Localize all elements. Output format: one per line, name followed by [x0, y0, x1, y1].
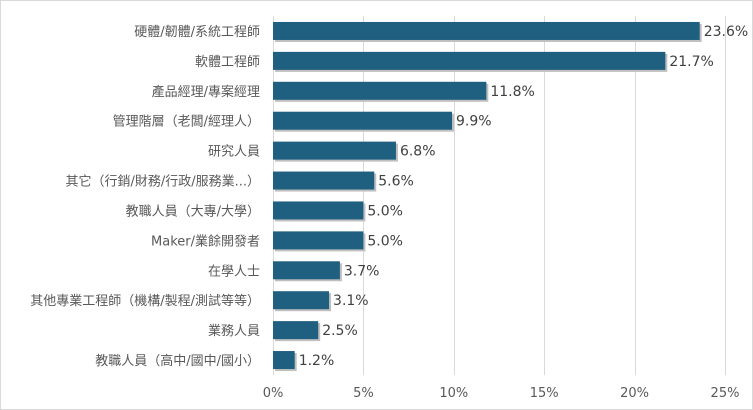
x-tick-label: 0% [263, 386, 284, 401]
bar [273, 171, 375, 190]
bar [273, 231, 364, 250]
value-label: 5.0% [367, 233, 403, 249]
category-label: 軟體工程師 [195, 54, 260, 70]
x-tick-label: 25% [711, 386, 740, 401]
bar [273, 351, 295, 370]
category-label: 教職人員（高中/國中/國小） [95, 353, 260, 369]
bar [273, 21, 700, 40]
category-label: 硬體/韌體/系統工程師 [134, 25, 260, 40]
bar [273, 81, 487, 100]
value-label: 1.2% [299, 353, 335, 369]
category-label: 管理階層（老闆/經理人） [113, 115, 260, 130]
bar [273, 321, 319, 340]
bar [273, 111, 452, 130]
value-label: 6.8% [400, 144, 436, 160]
value-label: 2.5% [322, 323, 358, 339]
category-label: 產品經理/專案經理 [152, 84, 260, 100]
category-label: 在學人士 [208, 264, 260, 279]
x-axis-tick-labels: 0% 5% 10% 15% 20% 25% [263, 386, 740, 401]
x-tick-label: 15% [530, 386, 559, 401]
bar [273, 51, 666, 70]
bars [273, 21, 702, 372]
bar [273, 291, 330, 310]
category-label: 其它（行銷/財務/行政/服務業...） [65, 174, 260, 190]
bar [273, 141, 396, 160]
value-label: 23.6% [704, 24, 748, 40]
value-label: 3.1% [333, 293, 369, 309]
value-label: 5.6% [378, 174, 414, 190]
value-label: 9.9% [456, 114, 492, 130]
value-labels: 23.6% 21.7% 11.8% 9.9% 6.8% 5.6% 5.0% 5.0% 3.7% 3… [299, 24, 748, 369]
x-tick-label: 20% [620, 386, 649, 401]
value-label: 3.7% [344, 263, 380, 279]
category-label: Maker/業餘開發者 [151, 233, 260, 249]
category-label: 研究人員 [208, 145, 260, 160]
value-label: 21.7% [669, 54, 713, 70]
category-label: 其他專業工程師（機構/製程/測試等等） [30, 293, 260, 309]
grid-lines [273, 16, 726, 375]
category-label: 業務人員 [208, 323, 260, 339]
x-tick-label: 5% [353, 386, 374, 401]
bar [273, 201, 364, 220]
category-label: 教職人員（大專/大學） [126, 203, 260, 219]
bar [273, 261, 340, 280]
value-label: 11.8% [490, 84, 534, 100]
value-label: 5.0% [367, 203, 403, 219]
x-tick-label: 10% [439, 386, 468, 401]
